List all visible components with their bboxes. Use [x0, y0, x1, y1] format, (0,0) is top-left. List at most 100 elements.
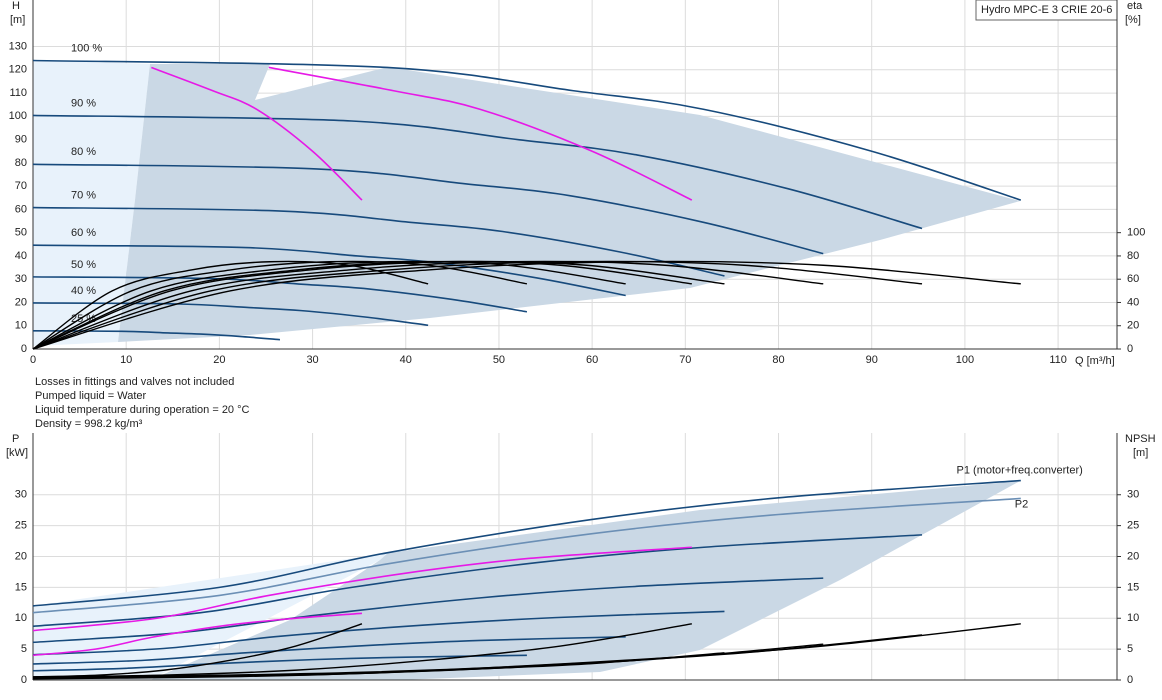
x-tick-label: 0	[30, 354, 36, 366]
x-tick-label: 70	[679, 354, 691, 366]
y-axis-label: H	[12, 0, 20, 12]
speed-label: 90 %	[71, 97, 96, 109]
speed-label: 40 %	[71, 285, 96, 297]
curve	[32, 577, 824, 644]
curve	[32, 497, 1021, 614]
speed-label: 50 %	[71, 259, 96, 271]
curve	[32, 163, 824, 255]
y2-tick-label: 0	[1127, 674, 1133, 686]
y-tick-label: 40	[15, 250, 27, 262]
y2-tick-label: 10	[1127, 612, 1139, 624]
y-tick-label: 110	[9, 87, 27, 99]
x-axis-label: Q [m³/h]	[1075, 355, 1115, 367]
y-tick-label: 90	[15, 134, 27, 146]
y-tick-label: 20	[15, 550, 27, 562]
note: Pumped liquid = Water	[35, 390, 147, 402]
x-tick-label: 80	[772, 354, 784, 366]
x-tick-label: 60	[586, 354, 598, 366]
y2-tick-label: 20	[1127, 550, 1139, 562]
y2-tick-label: 60	[1127, 273, 1139, 285]
y2-tick-label: 5	[1127, 643, 1133, 655]
x-tick-label: 10	[120, 354, 132, 366]
note: Liquid temperature during operation = 20…	[35, 404, 250, 416]
curve	[32, 652, 725, 680]
operating-region	[150, 481, 1020, 680]
y-axis-label: P	[12, 433, 19, 445]
light-region	[33, 553, 388, 680]
y2-tick-label: 25	[1127, 520, 1139, 532]
curve	[32, 260, 725, 350]
curve	[32, 260, 528, 350]
y-axis-unit: [kW]	[6, 447, 28, 459]
y2-tick-label: 40	[1127, 296, 1139, 308]
y-tick-label: 10	[15, 320, 27, 332]
y-tick-label: 20	[15, 296, 27, 308]
speed-label: 60 %	[71, 227, 96, 239]
y-tick-label: 15	[15, 581, 27, 593]
y-tick-label: 10	[15, 612, 27, 624]
curve	[32, 260, 923, 350]
y2-tick-label: 30	[1127, 489, 1139, 501]
operating-region	[118, 64, 1020, 342]
y-axis-unit: [m]	[10, 14, 25, 26]
x-tick-label: 100	[956, 354, 974, 366]
curve	[32, 612, 363, 657]
legend-label: P1 (motor+freq.converter)	[957, 464, 1083, 476]
y-tick-label: 30	[15, 489, 27, 501]
curve	[32, 610, 725, 656]
y-tick-label: 70	[15, 180, 27, 192]
y-tick-label: 80	[15, 157, 27, 169]
curve	[32, 330, 281, 341]
y2-axis-label: NPSH	[1125, 433, 1156, 445]
curve	[32, 260, 626, 350]
curve	[32, 479, 1021, 607]
y2-axis-unit: [m]	[1133, 447, 1148, 459]
x-tick-label: 30	[306, 354, 318, 366]
curve	[32, 623, 692, 678]
curve	[32, 623, 363, 678]
x-tick-label: 20	[213, 354, 225, 366]
y2-axis-label: eta	[1127, 0, 1143, 12]
y2-tick-label: 100	[1127, 227, 1145, 239]
x-tick-label: 40	[400, 354, 412, 366]
y-tick-label: 60	[15, 203, 27, 215]
y-tick-label: 50	[15, 227, 27, 239]
x-tick-label: 110	[1049, 354, 1067, 366]
curve	[32, 654, 527, 672]
curve	[268, 66, 693, 201]
curve	[32, 260, 692, 350]
y-tick-label: 25	[15, 520, 27, 532]
y2-tick-label: 80	[1127, 250, 1139, 262]
speed-label: 80 %	[71, 146, 96, 158]
chart-title: Hydro MPC-E 3 CRIE 20-6	[981, 4, 1112, 16]
y2-tick-label: 15	[1127, 581, 1139, 593]
y-tick-label: 30	[15, 273, 27, 285]
operating-regions	[33, 60, 1020, 680]
y2-axis-unit: [%]	[1125, 14, 1141, 26]
speed-label: 100 %	[71, 42, 102, 54]
y-tick-label: 5	[21, 643, 27, 655]
curve	[32, 534, 923, 628]
curve	[32, 260, 429, 350]
curve	[32, 260, 1021, 350]
note: Density = 998.2 kg/m³	[35, 418, 143, 430]
x-tick-label: 50	[493, 354, 505, 366]
speed-label: 70 %	[71, 189, 96, 201]
curve	[32, 59, 1022, 201]
note: Losses in fittings and valves not includ…	[35, 376, 234, 388]
y-tick-label: 120	[9, 64, 27, 76]
curve	[32, 114, 923, 230]
curve	[32, 244, 626, 297]
y-tick-label: 0	[21, 674, 27, 686]
curve	[32, 546, 692, 632]
y-tick-label: 100	[9, 110, 27, 122]
y-tick-label: 0	[21, 343, 27, 355]
curve	[32, 206, 725, 277]
light-region	[33, 60, 150, 346]
curve	[32, 635, 626, 665]
legend-label: P2	[1015, 498, 1028, 510]
x-tick-label: 90	[866, 354, 878, 366]
y2-tick-label: 0	[1127, 343, 1133, 355]
y2-tick-label: 20	[1127, 320, 1139, 332]
